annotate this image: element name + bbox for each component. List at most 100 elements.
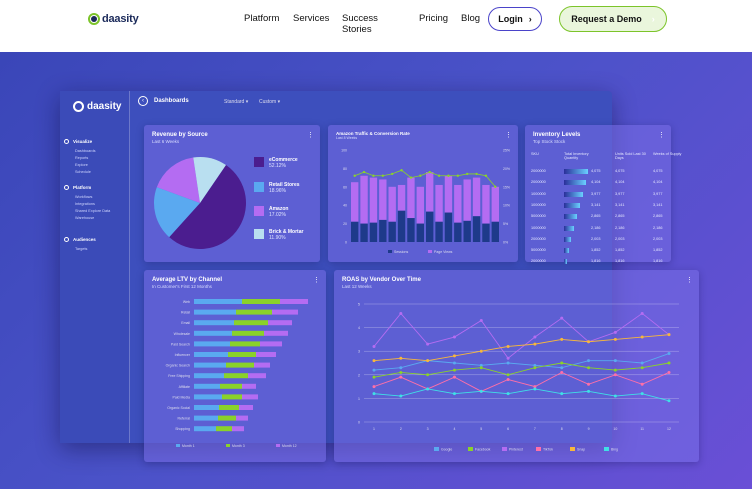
ltv-bar-chart: Web Retail Email Wholesale Paid Search Influe… bbox=[166, 299, 308, 448]
conversion-point bbox=[494, 185, 497, 188]
table-cell: 4,104 bbox=[653, 180, 663, 185]
standard-dropdown[interactable]: Standard ▾ bbox=[224, 99, 248, 105]
roas-point bbox=[667, 361, 671, 365]
sidebar-section-visualize[interactable]: Visualize bbox=[64, 139, 92, 144]
conversion-point bbox=[390, 172, 394, 176]
table-cell: 2,865 bbox=[591, 214, 601, 219]
roas-point bbox=[640, 366, 644, 370]
legend-swatch bbox=[226, 444, 230, 447]
table-header: Weeks of Supply bbox=[653, 152, 682, 156]
nav-link-success-stories[interactable]: Success Stories bbox=[342, 13, 378, 35]
ltv-bar bbox=[194, 330, 232, 336]
legend-item: Amazon 17.02% bbox=[254, 206, 288, 218]
sidebar-item-warehouse[interactable]: Warehouse bbox=[75, 216, 95, 220]
bar-pageviews bbox=[472, 177, 481, 217]
ltv-bar bbox=[236, 309, 272, 315]
roas-point bbox=[479, 319, 483, 323]
sidebar-item-dashboards[interactable]: Dashboards bbox=[75, 149, 96, 153]
x-tick-label: 9 bbox=[588, 427, 590, 431]
revenue-pie-chart bbox=[154, 157, 246, 249]
table-cell: 2,003 bbox=[653, 236, 663, 241]
ltv-bar bbox=[220, 383, 242, 389]
legend-value: 17.02% bbox=[269, 212, 286, 218]
nav-link-pricing[interactable]: Pricing bbox=[419, 13, 449, 24]
category-label: Retail bbox=[181, 311, 190, 315]
sidebar-item-reports[interactable]: Reports bbox=[75, 156, 89, 160]
bar-sessions bbox=[379, 219, 387, 242]
login-button[interactable]: Login › bbox=[488, 7, 542, 31]
ltv-bar bbox=[268, 320, 292, 326]
sidebar-item-explore[interactable]: Explore bbox=[75, 163, 88, 167]
x-tick-label: 2 bbox=[400, 427, 402, 431]
conversion-point bbox=[475, 172, 478, 176]
legend-label: Google bbox=[441, 448, 452, 452]
legend-label: Month 1 bbox=[182, 444, 195, 448]
nav-link-blog[interactable]: Blog bbox=[461, 13, 481, 24]
site-logo[interactable]: daasity bbox=[88, 13, 139, 25]
roas-point bbox=[640, 392, 644, 396]
conversion-point bbox=[419, 174, 422, 177]
y-tick-label: 2 bbox=[358, 373, 360, 377]
more-options-icon[interactable]: ⋮ bbox=[505, 132, 512, 139]
sidebar-section-audiences[interactable]: Audiences bbox=[64, 237, 96, 242]
app-sidebar bbox=[60, 91, 130, 443]
bar-pageviews bbox=[407, 177, 415, 219]
inventory-bar bbox=[564, 225, 574, 231]
legend-swatch bbox=[276, 444, 280, 447]
x-tick-label: 5 bbox=[480, 427, 482, 431]
ltv-bar bbox=[264, 330, 288, 336]
bar-sessions bbox=[351, 221, 359, 242]
table-cell: 1,816 bbox=[615, 259, 625, 264]
conversion-point bbox=[362, 170, 366, 174]
app-logo[interactable]: daasity bbox=[73, 101, 121, 112]
category-label: Email bbox=[181, 321, 190, 325]
section-label: Platform bbox=[73, 185, 92, 190]
ltv-bar bbox=[194, 320, 234, 326]
sidebar-item-integrations[interactable]: Integrations bbox=[75, 202, 95, 206]
inventory-bar bbox=[564, 259, 567, 265]
x-tick-label: 1 bbox=[373, 427, 375, 431]
legend-swatch bbox=[536, 447, 541, 451]
sidebar-item-shared-explore-data[interactable]: Shared Explore Data bbox=[75, 209, 111, 213]
sidebar-item-targets[interactable]: Targets bbox=[75, 247, 88, 251]
sidebar-section-platform[interactable]: Platform bbox=[64, 185, 91, 190]
ltv-bar bbox=[194, 394, 222, 400]
roas-point bbox=[560, 370, 564, 374]
custom-dropdown[interactable]: Custom ▾ bbox=[259, 99, 280, 105]
roas-point bbox=[560, 337, 564, 341]
table-cell: 2,186 bbox=[653, 225, 663, 230]
more-options-icon[interactable]: ⋮ bbox=[686, 277, 693, 284]
sidebar-item-workflows[interactable]: Workflows bbox=[75, 195, 93, 199]
conversion-point bbox=[428, 170, 431, 174]
card-title: Average LTV by Channel bbox=[152, 277, 223, 283]
roas-point bbox=[399, 366, 403, 370]
card-subtitle: Last 6 Weeks bbox=[152, 139, 180, 144]
category-label: Shopping bbox=[175, 427, 190, 431]
table-cell: 1,852 bbox=[653, 248, 663, 253]
request-demo-button[interactable]: Request a Demo › bbox=[559, 6, 667, 32]
more-options-icon[interactable]: ⋮ bbox=[307, 132, 314, 139]
conversion-point bbox=[437, 174, 441, 177]
ltv-bar bbox=[256, 352, 276, 357]
category-label: Organic Search bbox=[166, 364, 190, 368]
visualize-icon bbox=[64, 139, 69, 144]
nav-link-services[interactable]: Services bbox=[293, 13, 330, 24]
card-title: Revenue by Source bbox=[152, 132, 208, 138]
roas-point bbox=[452, 368, 456, 372]
legend-swatch bbox=[604, 447, 609, 451]
more-options-icon[interactable]: ⋮ bbox=[658, 132, 665, 139]
back-icon[interactable]: ‹ bbox=[138, 96, 148, 106]
table-cell: 4,104 bbox=[615, 180, 625, 185]
login-label: Login bbox=[498, 14, 523, 24]
table-cell: 2,865 bbox=[615, 214, 625, 219]
roas-point bbox=[479, 366, 483, 370]
roas-point bbox=[640, 335, 644, 339]
inventory-bar bbox=[564, 191, 584, 197]
average-ltv-card: Average LTV by Channel In Customer's Fir… bbox=[144, 270, 326, 462]
roas-point bbox=[452, 392, 456, 396]
ltv-bar bbox=[248, 373, 266, 379]
more-options-icon[interactable]: ⋮ bbox=[313, 277, 320, 284]
sidebar-item-schedule[interactable]: Schedule bbox=[75, 170, 91, 174]
nav-link-platform[interactable]: Platform bbox=[244, 13, 280, 24]
table-cell: 2,865 bbox=[653, 214, 663, 219]
